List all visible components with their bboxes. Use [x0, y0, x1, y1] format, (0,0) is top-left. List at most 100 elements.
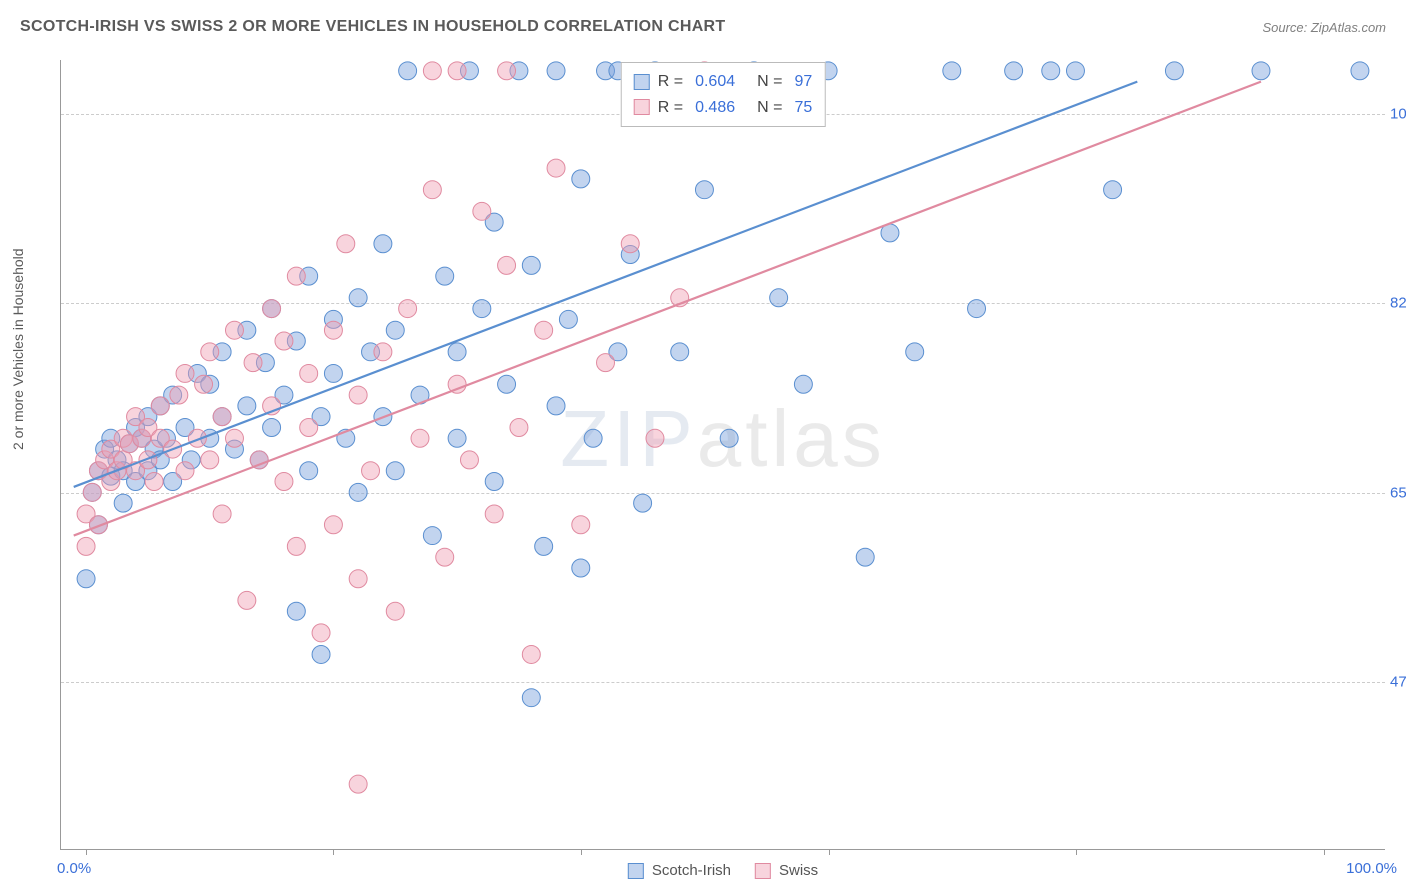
data-point [547, 159, 565, 177]
data-point [448, 343, 466, 361]
data-point [201, 451, 219, 469]
data-point [349, 289, 367, 307]
x-tick-mark [86, 849, 87, 855]
data-point [572, 559, 590, 577]
data-point [547, 397, 565, 415]
data-point [399, 300, 417, 318]
y-tick-label: 100.0% [1390, 106, 1406, 123]
data-point [968, 300, 986, 318]
data-point [349, 775, 367, 793]
data-point [77, 570, 95, 588]
data-point [448, 62, 466, 80]
data-point [300, 364, 318, 382]
data-point [287, 537, 305, 555]
r-label: R = [658, 69, 683, 95]
data-point [498, 256, 516, 274]
data-point [411, 429, 429, 447]
data-point [559, 310, 577, 328]
x-tick-mark [333, 849, 334, 855]
data-point [460, 451, 478, 469]
data-point [510, 418, 528, 436]
data-point [287, 267, 305, 285]
r-value: 0.604 [695, 69, 735, 95]
data-point [151, 397, 169, 415]
data-point [856, 548, 874, 566]
legend-label: Swiss [779, 862, 818, 879]
data-point [275, 473, 293, 491]
data-point [572, 516, 590, 534]
data-point [386, 602, 404, 620]
data-point [349, 483, 367, 501]
data-point [324, 321, 342, 339]
data-point [436, 267, 454, 285]
data-point [225, 321, 243, 339]
data-point [695, 181, 713, 199]
data-point [238, 591, 256, 609]
data-point [621, 235, 639, 253]
data-point [399, 62, 417, 80]
y-tick-label: 65.0% [1390, 484, 1406, 501]
data-point [83, 483, 101, 501]
scatter-svg [61, 60, 1385, 849]
x-tick-max: 100.0% [1346, 860, 1397, 877]
data-point [597, 354, 615, 372]
data-point [1104, 181, 1122, 199]
data-point [1165, 62, 1183, 80]
x-tick-min: 0.0% [57, 860, 91, 877]
y-tick-label: 82.5% [1390, 295, 1406, 312]
data-point [263, 300, 281, 318]
data-point [584, 429, 602, 447]
data-point [423, 527, 441, 545]
data-point [1005, 62, 1023, 80]
data-point [225, 429, 243, 447]
data-point [312, 624, 330, 642]
data-point [195, 375, 213, 393]
data-point [176, 364, 194, 382]
data-point [324, 516, 342, 534]
x-tick-mark [1076, 849, 1077, 855]
data-point [522, 256, 540, 274]
x-tick-mark [829, 849, 830, 855]
y-axis-label: 2 or more Vehicles in Household [10, 248, 26, 450]
data-point [485, 473, 503, 491]
data-point [423, 62, 441, 80]
legend-swatch [755, 863, 771, 879]
legend-item: Swiss [755, 862, 818, 879]
data-point [300, 418, 318, 436]
data-point [1042, 62, 1060, 80]
data-point [720, 429, 738, 447]
r-value: 0.486 [695, 95, 735, 121]
data-point [77, 537, 95, 555]
data-point [1252, 62, 1270, 80]
data-point [436, 548, 454, 566]
data-point [362, 462, 380, 480]
data-point [213, 408, 231, 426]
chart-source: Source: ZipAtlas.com [1262, 20, 1386, 35]
data-point [386, 321, 404, 339]
trend-line [74, 82, 1261, 536]
data-point [287, 602, 305, 620]
data-point [374, 343, 392, 361]
legend-item: Scotch-Irish [628, 862, 731, 879]
data-point [535, 537, 553, 555]
data-point [535, 321, 553, 339]
legend-stat-row: R =0.604N =97 [634, 69, 813, 95]
data-point [794, 375, 812, 393]
data-point [423, 181, 441, 199]
legend-series: Scotch-Irish Swiss [628, 862, 818, 879]
trend-line [74, 82, 1138, 487]
data-point [145, 473, 163, 491]
data-point [1351, 62, 1369, 80]
n-label: N = [757, 69, 782, 95]
n-value: 75 [794, 95, 812, 121]
legend-stats: R =0.604N =97R =0.486N =75 [621, 62, 826, 127]
data-point [374, 235, 392, 253]
data-point [349, 386, 367, 404]
legend-swatch [628, 863, 644, 879]
data-point [337, 235, 355, 253]
data-point [386, 462, 404, 480]
data-point [522, 689, 540, 707]
data-point [634, 494, 652, 512]
data-point [498, 375, 516, 393]
data-point [170, 386, 188, 404]
